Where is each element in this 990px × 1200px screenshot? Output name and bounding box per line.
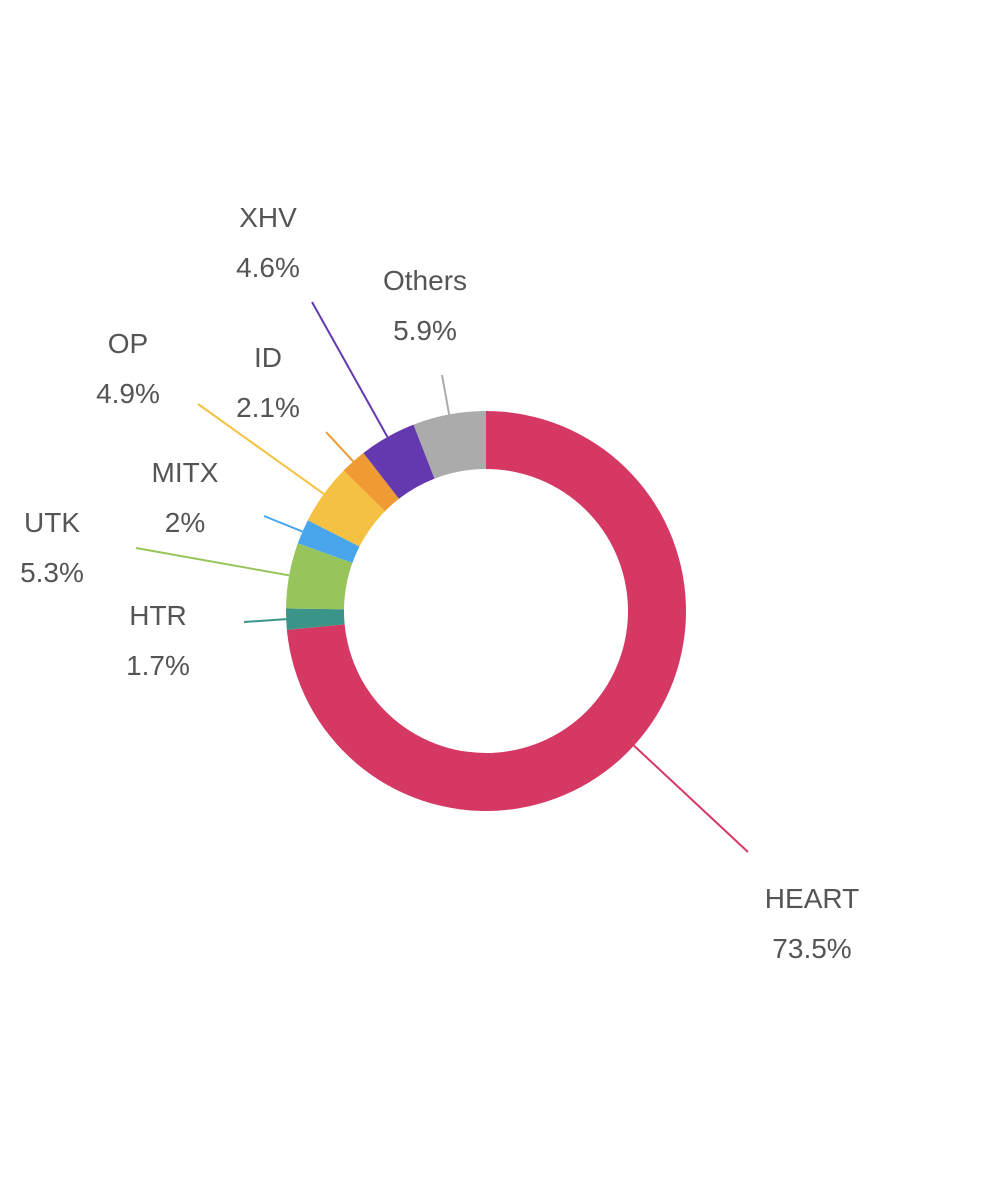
slice-others: [413, 411, 486, 479]
slice-id: [343, 452, 399, 512]
slices-group: [285, 411, 686, 811]
labels-group: HEART 73.5% HTR 1.7% UTK 5.3% MITX 2% OP 4.9% ID 2.…: [20, 202, 859, 964]
slice-label-xhv: XHV: [239, 202, 297, 233]
leader-line-op: [197, 403, 325, 495]
slice-percent-others: 5.9%: [393, 315, 457, 346]
slice-percent-xhv: 4.6%: [236, 252, 300, 283]
slice-label-mitx: MITX: [152, 457, 219, 488]
slice-op: [307, 470, 385, 547]
slice-percent-heart: 73.5%: [772, 933, 851, 964]
slice-label-id: ID: [254, 342, 282, 373]
slice-percent-id: 2.1%: [236, 392, 300, 423]
slice-percent-mitx: 2%: [165, 507, 205, 538]
slice-utk: [286, 543, 353, 610]
leader-line-xhv: [311, 301, 389, 438]
slice-label-heart: HEART: [765, 883, 859, 914]
leader-line-htr: [243, 618, 287, 623]
slice-htr: [285, 608, 345, 630]
slice-label-htr: HTR: [129, 600, 187, 631]
leader-line-mitx: [263, 515, 303, 533]
leader-line-heart: [633, 744, 749, 853]
leader-lines-group: [135, 301, 749, 853]
slice-percent-htr: 1.7%: [126, 650, 190, 681]
slice-percent-op: 4.9%: [96, 378, 160, 409]
leader-line-others: [441, 374, 451, 415]
slice-mitx: [297, 520, 360, 563]
leader-line-id: [325, 431, 355, 463]
slice-xhv: [363, 424, 435, 499]
leader-line-utk: [135, 547, 290, 577]
slice-percent-utk: 5.3%: [20, 557, 84, 588]
slice-label-others: Others: [383, 265, 467, 296]
slice-label-utk: UTK: [24, 507, 80, 538]
slice-label-op: OP: [108, 328, 148, 359]
